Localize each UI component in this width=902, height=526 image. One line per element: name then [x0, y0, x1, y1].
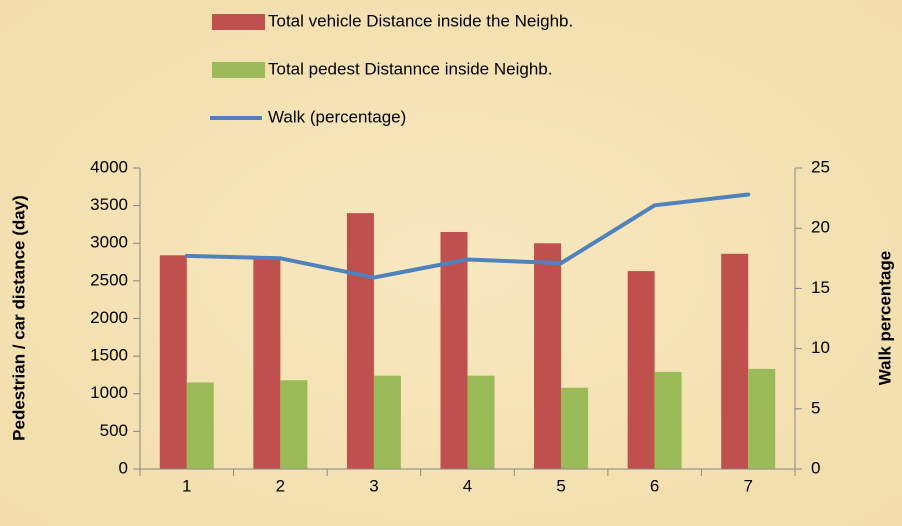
y-tick-label: 500: [100, 421, 128, 440]
x-tick-label: 4: [463, 476, 472, 495]
legend-swatch: [212, 62, 265, 78]
bar: [440, 231, 468, 469]
y2-tick-label: 10: [811, 338, 830, 357]
bar: [373, 375, 401, 469]
y2-axis-title: Walk percentage: [875, 251, 894, 385]
y-tick-label: 2500: [90, 270, 128, 289]
bar: [561, 387, 589, 469]
line: [184, 192, 751, 280]
legend-label: Total vehicle Distance inside the Neighb…: [268, 11, 573, 30]
bar: [721, 253, 749, 469]
legend-swatch: [212, 14, 265, 30]
bar: [159, 255, 187, 469]
y-axis-title: Pedestrian / car distance (day): [9, 195, 28, 441]
y-tick-label: 1000: [90, 383, 128, 402]
bar: [280, 380, 308, 469]
y-tick-label: 1500: [90, 346, 128, 365]
y-tick-label: 2000: [90, 308, 128, 327]
y2-tick-label: 5: [811, 398, 820, 417]
bar: [253, 258, 281, 469]
legend-label: Walk (percentage): [268, 107, 406, 126]
bar: [627, 271, 655, 469]
bar: [346, 213, 374, 469]
bar: [467, 375, 495, 469]
bar: [186, 382, 214, 469]
y2-tick-label: 0: [811, 458, 820, 477]
legend-label: Total pedest Distannce inside Neighb.: [268, 59, 552, 78]
x-tick-label: 5: [556, 476, 565, 495]
x-tick-label: 1: [182, 476, 191, 495]
x-tick-label: 3: [369, 476, 378, 495]
y2-tick-label: 15: [811, 278, 830, 297]
y-tick-label: 3000: [90, 233, 128, 252]
y2-tick-label: 20: [811, 218, 830, 237]
y-tick-label: 3500: [90, 195, 128, 214]
y-tick-label: 0: [119, 458, 128, 477]
y2-tick-label: 25: [811, 157, 830, 176]
bar: [654, 371, 682, 469]
bar: [748, 368, 776, 469]
x-tick-label: 2: [276, 476, 285, 495]
x-tick-label: 6: [650, 476, 659, 495]
bar: [534, 243, 562, 469]
y-tick-label: 4000: [90, 157, 128, 176]
x-tick-label: 7: [743, 476, 752, 495]
